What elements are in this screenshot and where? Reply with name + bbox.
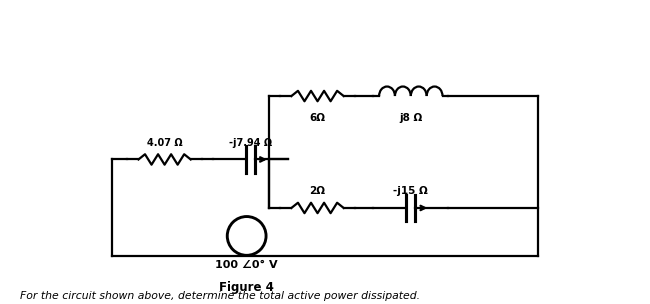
Text: -j15 Ω: -j15 Ω (393, 186, 428, 196)
Text: For the circuit shown above, determine the total active power dissipated.: For the circuit shown above, determine t… (20, 291, 420, 301)
Text: Figure 4: Figure 4 (219, 282, 274, 295)
Text: 6Ω: 6Ω (309, 113, 326, 123)
Text: -j7.94 Ω: -j7.94 Ω (229, 137, 272, 147)
Text: 100 ∠0° V: 100 ∠0° V (215, 260, 278, 270)
Text: 4.07 Ω: 4.07 Ω (147, 137, 183, 147)
Text: j8 Ω: j8 Ω (399, 113, 422, 123)
Text: 2Ω: 2Ω (309, 186, 326, 196)
